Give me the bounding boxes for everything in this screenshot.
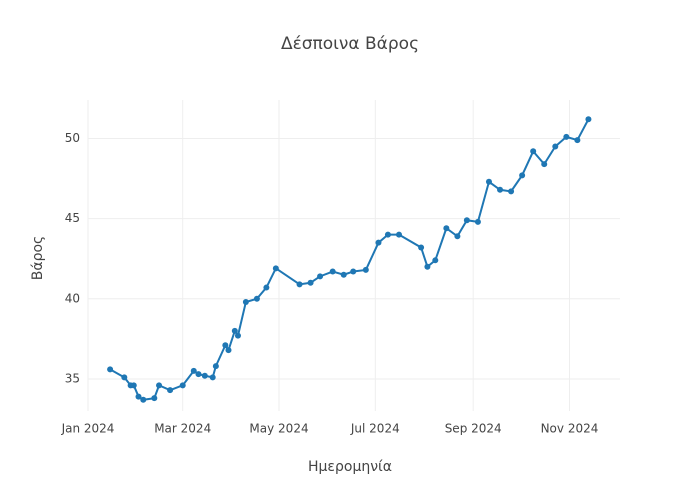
point (463, 217, 470, 224)
point (156, 382, 163, 389)
point (443, 225, 450, 232)
point (135, 393, 142, 400)
x-axis-title: Ημερομηνία (308, 459, 392, 475)
y-tick-label: 35 (65, 371, 80, 385)
x-tick-label: Jul 2024 (350, 422, 400, 436)
point (195, 371, 202, 378)
point (395, 231, 402, 238)
point (307, 279, 314, 286)
point (212, 363, 219, 370)
point (242, 298, 249, 305)
x-tick-label: Mar 2024 (154, 422, 211, 436)
y-tick-label: 40 (65, 291, 80, 305)
point (209, 374, 216, 381)
point (418, 244, 425, 251)
point (485, 178, 492, 185)
point (296, 281, 303, 288)
point (179, 382, 186, 389)
point (201, 372, 208, 379)
point (140, 396, 147, 403)
point (454, 233, 461, 240)
point (107, 366, 114, 373)
point (272, 265, 279, 272)
point (317, 273, 324, 280)
x-tick-label: May 2024 (249, 422, 308, 436)
point (519, 172, 526, 179)
x-tick-label: Jan 2024 (61, 422, 115, 436)
y-axis-title: Βάρος (30, 236, 46, 281)
point (167, 387, 174, 394)
y-tick-label: 45 (65, 211, 80, 225)
point (234, 332, 241, 339)
point (350, 268, 357, 275)
point (340, 271, 347, 278)
point (508, 188, 515, 195)
point (563, 133, 570, 140)
chart-title: Δέσποινα Βάρος (281, 34, 419, 54)
point (574, 137, 581, 144)
point (552, 143, 559, 150)
point (384, 231, 391, 238)
point (225, 347, 232, 354)
point (474, 218, 481, 225)
x-tick-label: Sep 2024 (445, 422, 502, 436)
point (190, 367, 197, 374)
point (121, 374, 128, 381)
point (222, 342, 229, 349)
point (151, 395, 158, 402)
x-tick-label: Nov 2024 (541, 422, 599, 436)
point (231, 327, 238, 334)
point (329, 268, 336, 275)
point (541, 161, 548, 168)
point (497, 186, 504, 193)
point (375, 239, 382, 246)
point (432, 257, 439, 264)
point (585, 116, 592, 123)
line (109, 118, 590, 401)
point (530, 148, 537, 155)
point (424, 263, 431, 270)
y-tick-label: 50 (65, 131, 80, 145)
point (263, 284, 270, 291)
point (362, 266, 369, 273)
point (130, 382, 137, 389)
point (253, 295, 260, 302)
